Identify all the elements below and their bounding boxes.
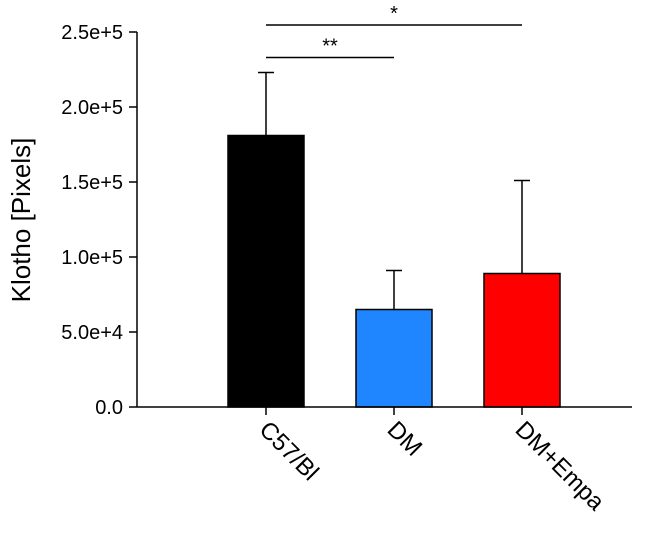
y-tick-label: 0.0 — [95, 397, 123, 419]
bar-dm — [355, 308, 433, 408]
y-tick-label: 5.0e+4 — [61, 322, 123, 344]
significance-label: ** — [322, 36, 338, 58]
x-tick-label: DM+Empa — [510, 416, 610, 516]
x-tick-label: C57/Bl — [254, 416, 324, 486]
y-tick-label: 2.5e+5 — [61, 22, 123, 44]
x-tick-label: DM — [382, 416, 427, 461]
bar-c57-bl — [227, 134, 305, 408]
significance-label: * — [390, 3, 398, 25]
y-tick-label: 1.5e+5 — [61, 172, 123, 194]
bar-dm-empa — [483, 272, 561, 408]
y-axis-title: Klotho [Pixels] — [6, 138, 36, 303]
y-tick-label: 2.0e+5 — [61, 97, 123, 119]
y-tick-label: 1.0e+5 — [61, 247, 123, 269]
